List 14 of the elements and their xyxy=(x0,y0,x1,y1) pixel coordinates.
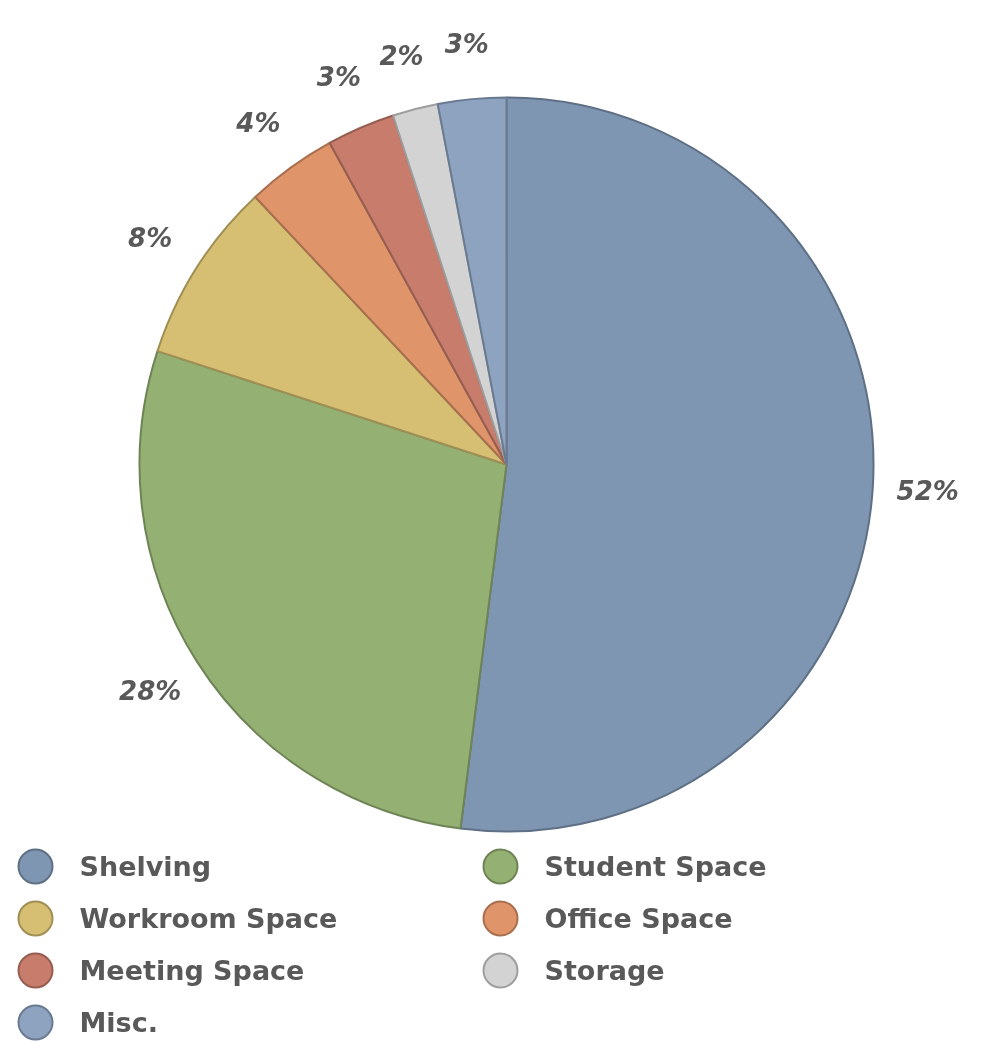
data-label: 28% xyxy=(119,675,182,706)
legend-label: Meeting Space xyxy=(79,955,305,986)
legend-label: Workroom Space xyxy=(79,903,338,934)
data-label: 3% xyxy=(444,29,489,60)
legend-label: Student Space xyxy=(544,851,767,882)
data-label: 8% xyxy=(128,223,173,254)
legend-label: Office Space xyxy=(544,903,733,934)
data-label: 3% xyxy=(316,62,361,93)
data-label: 4% xyxy=(235,108,281,139)
legend-label: Storage xyxy=(544,955,665,986)
legend-label: Shelving xyxy=(79,851,212,882)
data-label: 52% xyxy=(896,476,959,506)
data-label: 2% xyxy=(379,40,424,71)
legend-label: Misc. xyxy=(79,1007,158,1038)
